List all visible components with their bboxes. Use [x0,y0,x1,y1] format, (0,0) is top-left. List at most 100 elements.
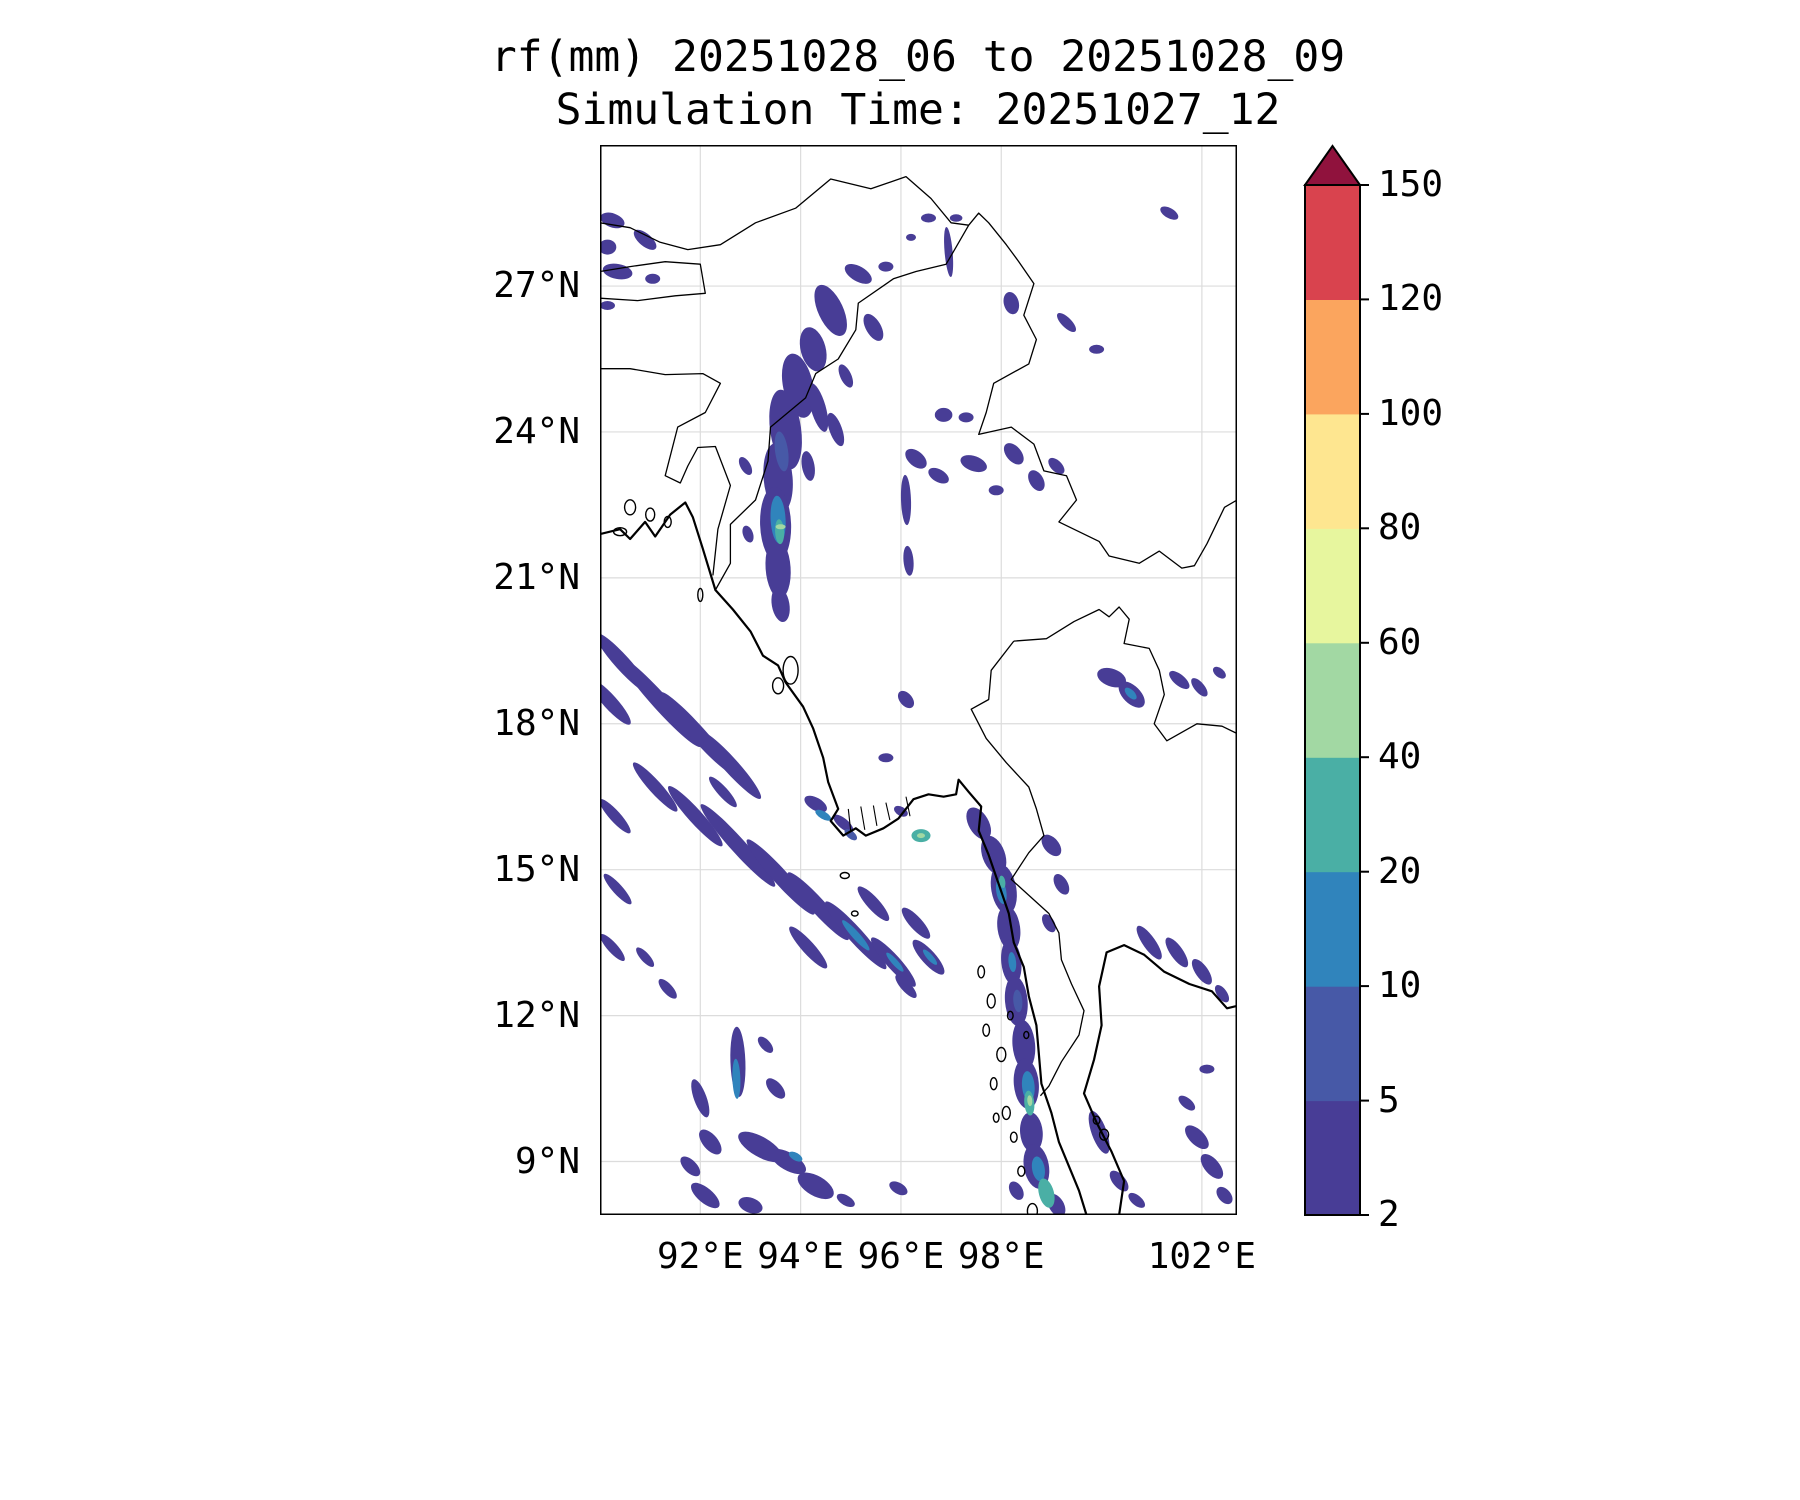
rain-cell [897,690,915,709]
rain-cell [1191,958,1212,985]
rain-cell [886,952,904,972]
island [1017,1165,1026,1177]
rain-cell [960,455,987,473]
y-tick-label: 9°N [514,1140,580,1182]
rain-cell [774,431,789,472]
colorbar-segment [1305,1100,1360,1216]
rain-cell [1199,1064,1215,1074]
rain-cell [1038,1178,1055,1208]
colorbar-segment [1305,757,1360,873]
island [623,499,637,516]
colorbar-segment [1305,413,1360,529]
rain-cell [1013,989,1023,1013]
colorbar-segment [1305,871,1360,987]
rain-cell [1003,443,1024,465]
rain-cell [600,239,617,255]
rain-cell [746,839,815,915]
rain-cell [878,261,894,272]
x-tick-label: 102°E [1147,1236,1257,1277]
rain-cell [1178,1095,1196,1111]
rain-cell [814,284,847,336]
island [850,910,859,917]
rain-cell [636,947,655,967]
rain-cell [878,753,894,763]
rain-cell [602,263,633,280]
colorbar-tick-label: 10 [1378,965,1422,1007]
rain-cell [921,213,936,223]
rain-cell [1008,952,1017,973]
rain-cell [742,525,754,543]
colorbar-segment [1305,185,1360,300]
rain-cell [801,451,815,481]
colorbar-tick-label: 20 [1378,850,1422,892]
x-tick-label: 98°E [957,1236,1045,1277]
rain-cell [1191,678,1208,697]
island [1009,1131,1018,1143]
rain-cell [1212,666,1226,679]
map-plot [600,145,1237,1215]
rain-cell [765,538,791,599]
rain-cell [863,313,884,341]
rain-cell [999,875,1006,889]
rain-cell [1097,667,1127,688]
rain-cell [667,786,723,847]
colorbar-segment [1305,528,1360,644]
rain-cell [732,1058,741,1099]
island [697,587,704,603]
rain-cell [633,229,657,250]
rain-cell [645,273,661,284]
rain-cell [600,679,631,725]
island [663,515,672,529]
country-border [600,368,732,576]
rain-cell [804,795,827,813]
island [977,965,986,979]
island [1092,1115,1101,1125]
colorbar-tick-label: 2 [1378,1194,1400,1235]
rain-cell [842,920,870,951]
rain-cell [1053,874,1070,895]
rain-cell [1028,470,1045,491]
y-tick-label: 24°N [493,410,580,452]
map-frame [600,145,1237,1215]
y-tick-label: 12°N [493,994,580,1036]
chart-title: rf(mm) 20251028_06 to 20251028_09 [490,32,1346,82]
colorbar-over-arrow [1303,144,1362,186]
rain-cell [906,233,916,241]
colorbar-outline [1304,184,1361,1216]
rain-cell [799,327,827,372]
island [992,1112,1000,1123]
rain-cell [815,809,832,821]
river-channel [872,805,878,826]
rain-cell [844,263,872,284]
chart-subtitle: Simulation Time: 20251027_12 [555,85,1281,135]
rain-cell [1056,312,1077,333]
island [1098,1128,1110,1141]
country-border [1013,606,1237,742]
map-layers [600,145,1237,1215]
rain-cell [900,474,912,526]
rain-cell [1003,292,1020,315]
rain-cell [789,926,828,969]
colorbar-tick-label: 60 [1378,621,1422,663]
colorbar-tick-label: 40 [1378,736,1422,778]
rain-cell [708,776,737,808]
island [612,527,628,537]
rain-cell [958,412,974,423]
rain-cell [1031,1156,1045,1182]
rain-cell [988,485,1004,496]
country-border [714,212,1237,591]
rain-cell [738,1197,763,1214]
rain-cell [600,933,625,962]
colorbar-tick-label: 100 [1378,392,1444,434]
rain-cell [903,545,914,576]
river-channel [847,808,852,832]
rain-cell [1048,457,1065,475]
rain-cell [934,407,953,422]
island [989,1077,998,1091]
rain-cell [928,467,949,484]
rain-cell [787,872,849,941]
rain-cell [1089,344,1105,354]
rain-cell [894,805,908,817]
rain-cell [838,364,854,388]
rain-cell [788,1151,803,1162]
